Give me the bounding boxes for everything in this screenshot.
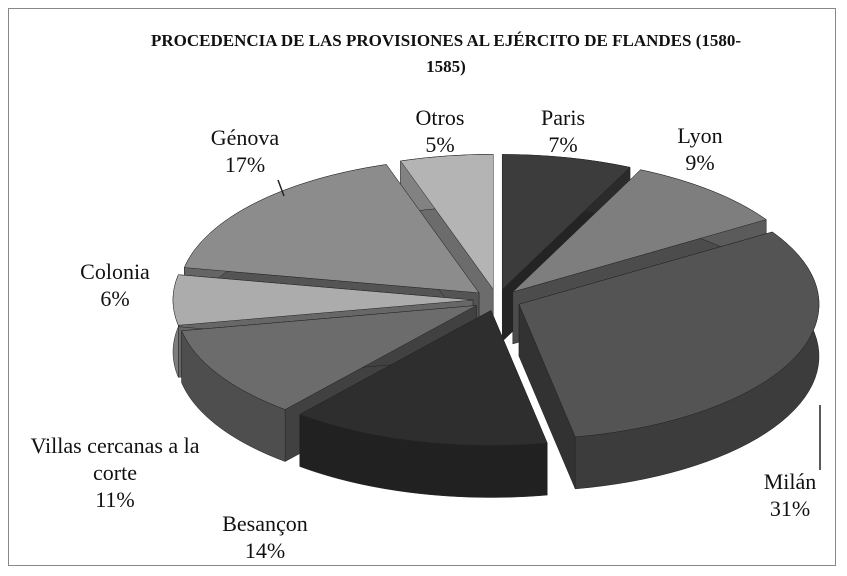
slice-top bbox=[501, 154, 631, 291]
slice-label: Milán 31% bbox=[750, 468, 830, 522]
slice-top bbox=[512, 169, 767, 293]
pie bbox=[172, 154, 820, 498]
slice bbox=[299, 310, 548, 498]
slice-name: Milán bbox=[763, 469, 817, 494]
slice-name: Colonia bbox=[80, 259, 150, 284]
slice-percent: 17% bbox=[224, 152, 266, 177]
slice-label: Otros 5% bbox=[400, 104, 480, 158]
slice-label: Génova 17% bbox=[195, 124, 295, 178]
chart-title: PROCEDENCIA DE LAS PROVISIONES AL EJÉRCI… bbox=[150, 31, 742, 76]
slice-percent: 7% bbox=[548, 132, 578, 157]
slice-name: Otros bbox=[415, 105, 465, 130]
slice-name: Paris bbox=[541, 105, 585, 130]
slice bbox=[518, 231, 820, 490]
slice-label: Besançon 14% bbox=[195, 510, 335, 564]
slice-percent: 11% bbox=[95, 487, 135, 512]
slice-top bbox=[518, 231, 820, 438]
slice-label: Lyon 9% bbox=[660, 122, 740, 176]
slice-top bbox=[183, 164, 480, 294]
slice-label: Paris 7% bbox=[523, 104, 603, 158]
slice-top bbox=[172, 274, 474, 326]
slice-label: Colonia 6% bbox=[65, 258, 165, 312]
slice-name: Génova bbox=[210, 125, 280, 150]
slice-top bbox=[299, 310, 548, 446]
slice-name: Besançon bbox=[222, 511, 308, 536]
slice-label: Villas cercanas a la corte 11% bbox=[25, 432, 205, 513]
slice-top bbox=[181, 305, 477, 410]
leader-line bbox=[277, 179, 285, 197]
slice-name: Villas cercanas a la corte bbox=[30, 433, 200, 485]
slice-percent: 31% bbox=[769, 496, 811, 521]
slice-percent: 6% bbox=[100, 286, 130, 311]
slice-percent: 9% bbox=[685, 150, 715, 175]
slice-name: Lyon bbox=[677, 123, 723, 148]
slice-top bbox=[400, 154, 494, 291]
slice-percent: 5% bbox=[425, 132, 455, 157]
slice-percent: 14% bbox=[244, 538, 286, 563]
chart-frame bbox=[8, 8, 836, 566]
